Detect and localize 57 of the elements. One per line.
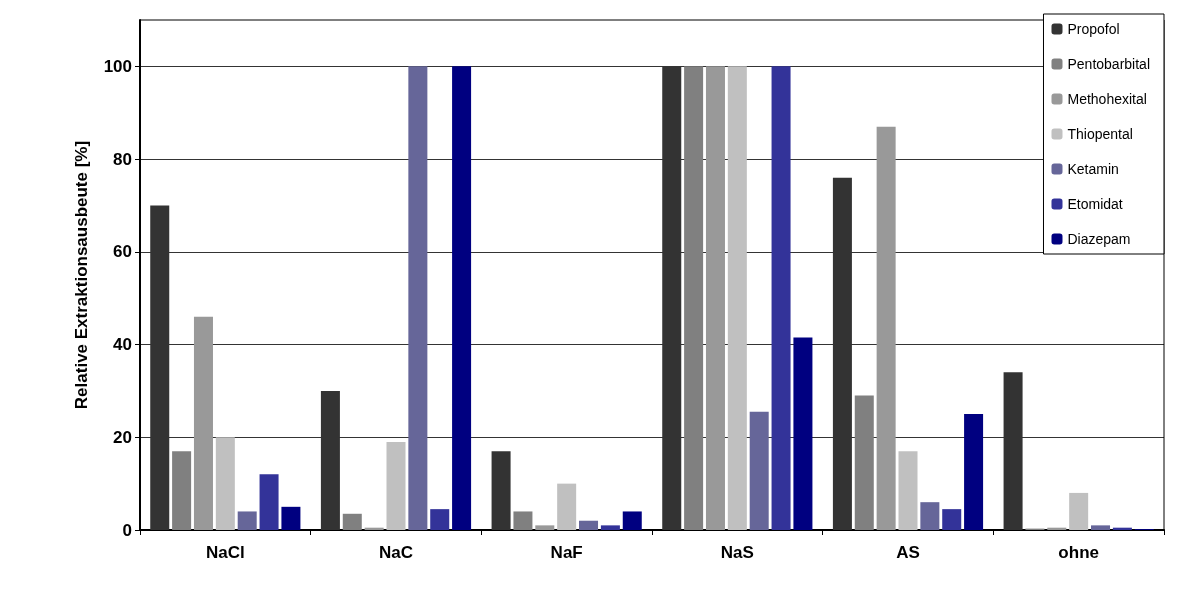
bar [832,177,852,530]
bar [491,451,511,530]
x-tick-label: AS [896,543,920,562]
bar [793,337,813,530]
legend-label: Pentobarbital [1067,56,1151,72]
x-tick-label: ohne [1058,543,1099,562]
bar [662,66,682,530]
legend-label: Propofol [1067,21,1120,37]
bar [408,66,428,530]
legend-label: Diazepam [1067,231,1131,247]
y-axis-title: Relative Extraktionsausbeute [%] [72,140,91,410]
bar [749,411,769,530]
bar [622,511,642,530]
x-tick-label: NaF [550,543,583,562]
bar [920,502,940,530]
bar [1069,492,1089,530]
bar [172,451,192,530]
y-tick-label: 100 [103,56,132,76]
bar [430,509,450,530]
bar [1003,372,1023,530]
bar [237,511,257,530]
bar [557,483,577,530]
bar [579,520,599,530]
bar [259,474,279,530]
bar [342,513,362,530]
bar [727,66,747,530]
y-tick-label: 20 [113,427,132,447]
bar [215,437,235,530]
bar [854,395,874,530]
x-tick-label: NaCl [205,543,245,562]
bar [942,509,962,530]
bar [386,441,406,530]
legend-label: Thiopental [1067,126,1133,142]
y-tick-label: 40 [113,335,132,355]
x-tick-label: NaC [378,543,414,562]
bar [452,66,472,530]
bar [150,205,170,530]
legend-label: Ketamin [1067,161,1119,177]
bar [535,525,555,530]
bar [964,414,984,530]
bar [771,66,791,530]
y-tick-label: 0 [122,520,132,540]
y-tick-label: 60 [113,242,132,262]
x-tick-label: NaS [720,543,754,562]
bar [193,316,213,530]
legend-label: Etomidat [1067,196,1123,212]
bar [281,506,301,530]
bar [1091,525,1111,530]
bar [876,126,896,530]
bar [705,66,725,530]
bar [600,525,620,530]
bar [513,511,533,530]
legend-label: Methohexital [1067,91,1147,107]
bar [320,390,340,530]
bar [684,66,704,530]
bar [898,451,918,530]
y-tick-label: 80 [113,149,132,169]
